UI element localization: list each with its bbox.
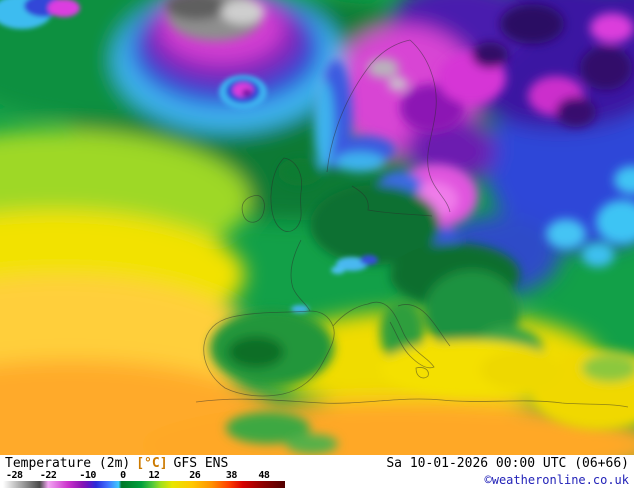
map-caption: Temperature (2m) [°C] GFS ENS [5, 456, 234, 471]
map-detail-temperature-blobs [166, 0, 634, 454]
caption-parameter: Temperature (2m) [5, 456, 131, 471]
legend-ticks: -28 -22 -10 0 12 26 38 48 [3, 470, 285, 481]
legend-tick: 0 [120, 470, 126, 481]
legend-tick: 26 [189, 470, 201, 481]
legend-tick: 12 [148, 470, 160, 481]
legend-tick: 38 [225, 470, 238, 481]
temperature-legend: -28 -22 -10 0 12 26 38 48 [3, 470, 285, 489]
legend-tick: 48 [258, 470, 270, 481]
legend-row: -28 -22 -10 0 12 26 38 48 ©weatheronline.co.uk [0, 470, 634, 490]
caption-model: GFS ENS [173, 456, 229, 471]
map-svg [0, 0, 634, 455]
legend-color-bar [3, 481, 285, 488]
map-datetime: Sa 10-01-2026 00:00 UTC (06+66) [386, 456, 629, 471]
temperature-map [0, 0, 634, 455]
legend-tick: -28 [5, 470, 23, 481]
caption-unit: [°C] [136, 456, 168, 471]
legend-tick: -10 [79, 470, 96, 481]
legend-tick: -22 [39, 470, 57, 481]
map-small-temperature-spots [0, 0, 378, 313]
footer-bar: Temperature (2m) [°C] GFS ENS Sa 10-01-202… [0, 455, 634, 490]
coastlines [195, 39, 629, 408]
copyright-link[interactable]: ©weatheronline.co.uk [484, 473, 630, 487]
caption-row: Temperature (2m) [°C] GFS ENS Sa 10-01-202… [0, 455, 634, 471]
